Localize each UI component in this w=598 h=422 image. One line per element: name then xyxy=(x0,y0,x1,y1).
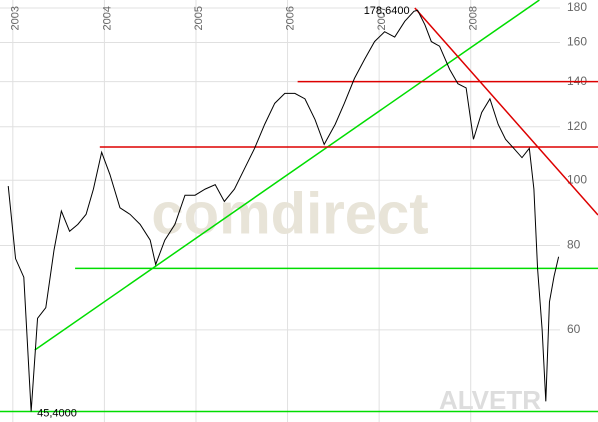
watermark: comdirect xyxy=(151,181,428,246)
y-tick-label: 140 xyxy=(567,74,587,88)
y-tick-label: 120 xyxy=(567,119,587,133)
y-tick-label: 60 xyxy=(567,322,581,336)
x-tick-label: 2003 xyxy=(10,6,22,30)
y-tick-label: 160 xyxy=(567,35,587,49)
price-line xyxy=(7,9,560,412)
x-tick-label: 2008 xyxy=(468,6,480,30)
x-tick-label: 2004 xyxy=(101,6,113,30)
reference-line xyxy=(414,7,598,216)
y-tick-label: 80 xyxy=(567,238,581,252)
symbol-watermark: ALVETR xyxy=(439,385,541,415)
x-tick-label: 2006 xyxy=(284,6,296,30)
x-tick-label: 2007 xyxy=(376,6,388,30)
reference-line xyxy=(34,0,540,351)
y-tick-label: 100 xyxy=(567,172,587,186)
x-tick-label: 2005 xyxy=(193,6,205,30)
y-tick-label: 180 xyxy=(567,0,587,14)
annotation: 178,6400 xyxy=(364,5,410,17)
annotation: 45,4000 xyxy=(37,407,77,419)
